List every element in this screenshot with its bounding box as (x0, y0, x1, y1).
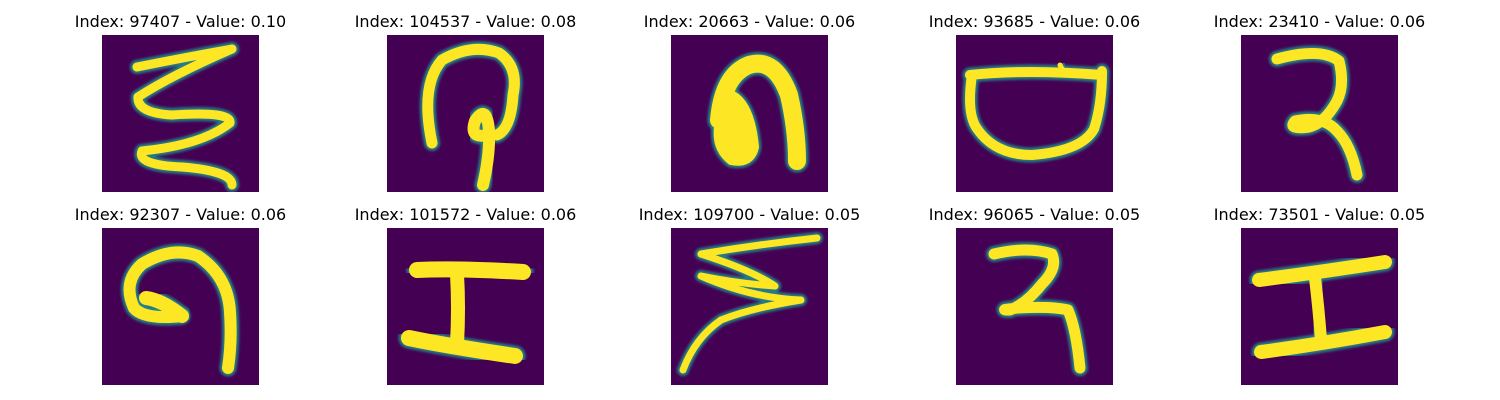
hook-loop-icon (419, 41, 523, 192)
curl-tail-icon (1269, 45, 1365, 183)
i-beam-icon (1249, 252, 1395, 362)
panel: Index: 96065 - Value: 0.05 (929, 205, 1140, 385)
arch-blob-icon (707, 52, 809, 173)
lightning-zigzag-icon (677, 232, 823, 376)
spiral-hook-icon (121, 243, 240, 377)
panel-title: Index: 93685 - Value: 0.06 (929, 12, 1140, 31)
panel-title: Index: 73501 - Value: 0.05 (1214, 205, 1425, 224)
panel: Index: 73501 - Value: 0.05 (1214, 205, 1425, 385)
panel: Index: 23410 - Value: 0.06 (1214, 12, 1425, 192)
panel-image (956, 35, 1113, 192)
panel: Index: 92307 - Value: 0.06 (75, 205, 286, 385)
panel: Index: 97407 - Value: 0.10 (75, 12, 286, 192)
hourglass-z-icon (398, 258, 534, 367)
curl-stem-icon (986, 242, 1088, 376)
panel: Index: 104537 - Value: 0.08 (355, 12, 577, 192)
panel-title: Index: 96065 - Value: 0.05 (929, 205, 1140, 224)
zigzag-vertical-icon (130, 42, 239, 192)
panel-title: Index: 97407 - Value: 0.10 (75, 12, 286, 31)
panel-title: Index: 92307 - Value: 0.06 (75, 205, 286, 224)
panel-title: Index: 101572 - Value: 0.06 (355, 205, 577, 224)
panel-title: Index: 23410 - Value: 0.06 (1214, 12, 1425, 31)
panel-title: Index: 20663 - Value: 0.06 (644, 12, 855, 31)
panel: Index: 101572 - Value: 0.06 (355, 205, 577, 385)
panel: Index: 109700 - Value: 0.05 (639, 205, 861, 385)
panel-title: Index: 104537 - Value: 0.08 (355, 12, 577, 31)
panel-title: Index: 109700 - Value: 0.05 (639, 205, 861, 224)
panel: Index: 93685 - Value: 0.06 (929, 12, 1140, 192)
panel: Index: 20663 - Value: 0.06 (644, 12, 855, 192)
bowl-icon (962, 60, 1110, 163)
